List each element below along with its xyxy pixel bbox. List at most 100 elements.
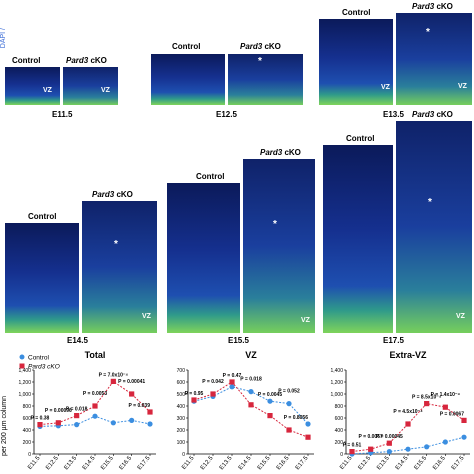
vz-label: VZ [101, 87, 110, 94]
y-tick-label: 600 [23, 416, 32, 422]
micrograph-e12-control [150, 53, 226, 106]
asterisk: * [114, 239, 118, 250]
x-tick-label: E17.5 [295, 455, 310, 471]
legend-cko: Pard3 cKO [28, 364, 60, 371]
legend: Control Pard3 cKO [19, 354, 60, 371]
p-value-annotation: P = 0.51 [343, 443, 362, 449]
age-label: E17.5 [383, 336, 404, 345]
micrograph-e13-control: VZ [318, 18, 394, 106]
p-value-annotation: P = 1.4x10⁻⁴ [431, 392, 461, 398]
asterisk: * [258, 56, 262, 67]
cko-suffix: cKO [114, 190, 133, 199]
data-point-cko [368, 446, 374, 452]
cko-label: Pard3 cKO [412, 110, 453, 119]
age-label: E13.5 [383, 110, 404, 119]
y-axis-label: per 200 µm column [1, 396, 8, 456]
age-label: E11.5 [52, 110, 73, 119]
x-tick-label: E12.5 [200, 455, 215, 471]
y-tick-label: 700 [177, 368, 186, 374]
cko-gene: Pard3 [66, 56, 89, 65]
data-point-cko [424, 401, 430, 407]
x-tick-label: E13.5 [376, 455, 391, 471]
data-point-cko [110, 378, 116, 384]
p-value-annotation: P = 0.8056 [284, 415, 308, 421]
data-point-cko [147, 409, 153, 415]
x-tick-label: E16.5 [119, 455, 134, 471]
x-tick-label: E17.5 [451, 455, 466, 471]
p-value-annotation: P = 0.018 [240, 377, 262, 383]
control-label: Control [346, 134, 375, 143]
x-tick-label: E15.5 [100, 455, 115, 471]
control-label: Control [342, 8, 371, 17]
data-point-control [442, 439, 448, 445]
y-tick-label: 400 [23, 428, 32, 434]
data-point-control [92, 413, 98, 419]
cko-suffix: cKO [282, 148, 301, 157]
micrograph-e15-control [166, 182, 241, 334]
y-tick-label: 1,000 [330, 392, 343, 398]
p-value-annotation: P = 0.0067 [440, 411, 464, 417]
x-tick-label: E17.5 [137, 455, 152, 471]
data-point-control [386, 449, 392, 455]
y-tick-label: 600 [177, 380, 186, 386]
p-value-annotation: P = 0.052 [278, 389, 300, 395]
age-label: E15.5 [228, 336, 249, 345]
data-point-control [267, 398, 273, 404]
quantification-charts: per 200 µm column Control Pard3 cKO Tota… [1, 350, 470, 471]
x-tick-label: E13.5 [64, 455, 79, 471]
data-point-cko [442, 404, 448, 410]
x-tick-label: E14.5 [238, 455, 253, 471]
y-tick-label: 1,200 [330, 380, 343, 386]
data-point-control [286, 401, 292, 407]
y-tick-label: 0 [340, 452, 343, 458]
cko-label: Pard3 cKO [92, 190, 133, 199]
data-point-control [147, 421, 153, 427]
data-point-control [461, 434, 467, 440]
micrograph-e14-control [4, 222, 80, 334]
y-tick-label: 400 [177, 404, 186, 410]
micrograph-e17-cko: * VZ [395, 120, 473, 334]
x-tick-label: E12.5 [358, 455, 373, 471]
micrograph-e17-control [322, 144, 394, 334]
data-point-cko [74, 413, 80, 419]
p-value-annotation: P = 0.95 [185, 391, 204, 397]
x-tick-label: E15.5 [414, 455, 429, 471]
asterisk: * [428, 197, 432, 208]
y-tick-label: 600 [335, 416, 344, 422]
micrograph-e14-cko: * VZ [81, 200, 158, 334]
data-point-cko [55, 420, 61, 426]
data-point-cko [210, 391, 216, 397]
y-tick-label: 0 [182, 452, 185, 458]
data-point-cko [286, 427, 292, 433]
data-point-cko [248, 402, 254, 408]
x-tick-label: E16.5 [276, 455, 291, 471]
x-tick-label: E15.5 [257, 455, 272, 471]
data-point-control [129, 417, 135, 423]
vz-label: VZ [381, 84, 390, 91]
p-value-annotation: P = 0.018 [66, 407, 88, 413]
cko-gene: Pard3 [412, 2, 435, 11]
age-label: E14.5 [67, 336, 88, 345]
control-label: Control [12, 56, 41, 65]
data-point-control [305, 421, 311, 427]
micrograph-e15-cko: * VZ [242, 158, 316, 334]
x-tick-label: E16.5 [432, 455, 447, 471]
cko-gene: Pard3 [92, 190, 115, 199]
data-point-cko [461, 417, 467, 423]
vz-label: VZ [142, 313, 151, 320]
p-value-annotation: P = 0.0045 [258, 392, 282, 398]
cko-gene: Pard3 [260, 148, 283, 157]
y-tick-label: 100 [177, 440, 186, 446]
p-value-annotation: P = 0.0053 [83, 391, 107, 397]
p-value-annotation: P = 0.00041 [118, 379, 145, 385]
p-value-annotation: P = 8.5x10⁻⁴ [412, 395, 442, 401]
cko-label: Pard3 cKO [66, 56, 107, 65]
stain-label: DAPI / [0, 28, 7, 49]
y-tick-label: 1,400 [330, 368, 343, 374]
legend-control-marker [19, 354, 25, 360]
y-tick-label: 0 [28, 452, 31, 458]
x-tick-label: E14.5 [82, 455, 97, 471]
data-point-control [229, 384, 235, 390]
p-value-annotation: P = 7.0x10⁻⁴ [99, 372, 129, 378]
vz-label: VZ [458, 83, 467, 90]
